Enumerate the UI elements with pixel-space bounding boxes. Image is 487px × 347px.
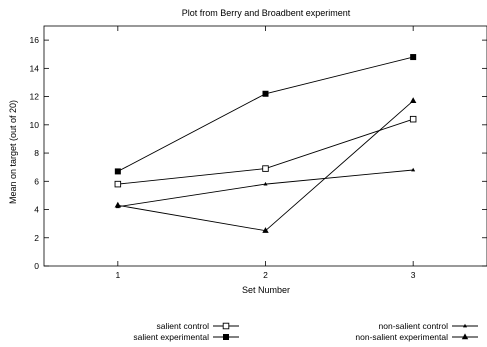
y-tick-label: 0 (34, 261, 39, 271)
y-tick-label: 14 (30, 63, 40, 73)
y-tick-label: 6 (34, 176, 39, 186)
legend-marker (461, 333, 469, 340)
data-point-series-0-x3 (409, 115, 417, 123)
data-point-series-0-x2 (262, 165, 269, 172)
y-tick-label: 16 (30, 35, 40, 45)
series-lines (117, 56, 414, 232)
legend-label: non-salient experimental (355, 332, 448, 342)
y-tick-label: 4 (34, 205, 39, 215)
legend-marker (222, 322, 230, 330)
data-point-series-0-x1 (114, 180, 122, 188)
x-tick-label: 3 (411, 270, 416, 280)
series-line-1 (117, 56, 414, 172)
legend-label: non-salient control (379, 321, 449, 331)
y-axis-label: Mean on target (out of 20) (8, 100, 18, 204)
data-point-series-1-x2 (262, 90, 269, 97)
y-tick-label: 12 (30, 92, 40, 102)
legend-marker (223, 334, 229, 340)
series-line-2 (117, 169, 414, 208)
x-tick-label: 2 (263, 270, 268, 280)
x-tick-label: 1 (115, 270, 120, 280)
data-point-series-3-x3 (409, 97, 417, 104)
data-point-series-3-x1 (114, 201, 122, 208)
x-axis-label: Set Number (242, 285, 290, 295)
y-tick-label: 2 (34, 233, 39, 243)
series-markers (114, 54, 417, 233)
data-point-series-1-x1 (114, 168, 121, 175)
data-point-series-2-x2 (263, 181, 268, 186)
y-tick-label: 10 (30, 120, 40, 130)
legend-marker (463, 323, 467, 328)
legend-label: salient control (157, 321, 210, 331)
data-point-series-2-x3 (411, 167, 416, 172)
data-point-series-1-x3 (410, 54, 417, 61)
data-point-series-3-x2 (262, 227, 269, 233)
chart-title: Plot from Berry and Broadbent experiment (182, 8, 351, 18)
legend-label: salient experimental (133, 332, 209, 342)
y-tick-label: 8 (34, 148, 39, 158)
